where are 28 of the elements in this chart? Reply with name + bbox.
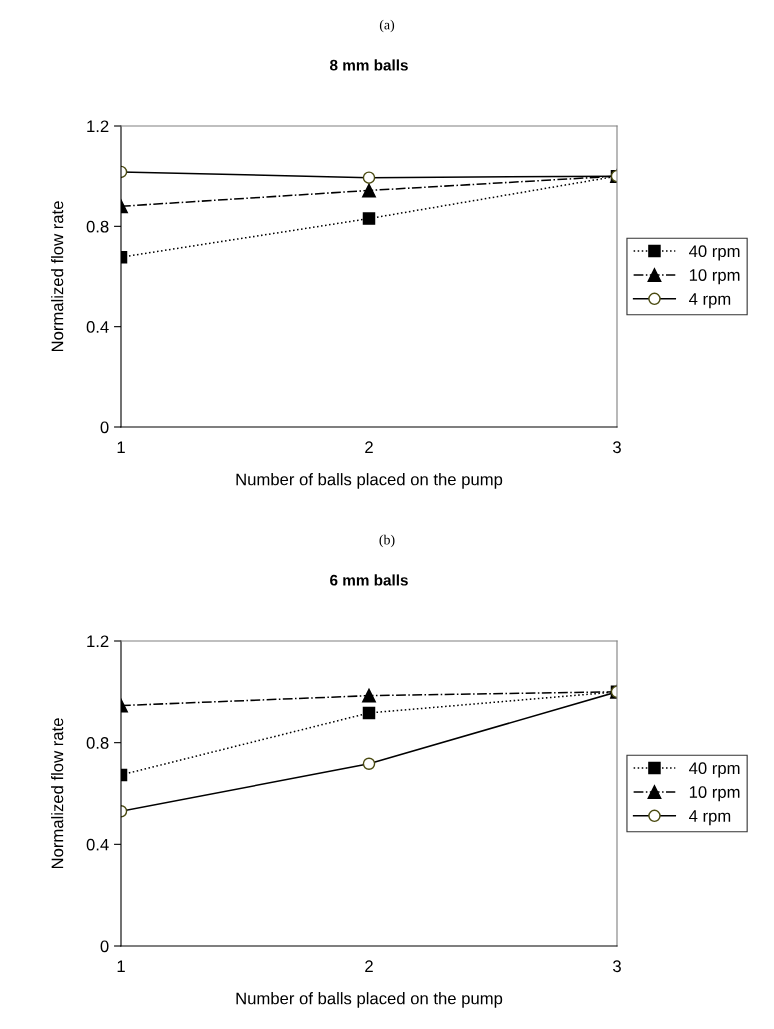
y-tick-label: 0.4: [86, 838, 109, 851]
y-tick-label: 0.4: [86, 321, 109, 333]
chart-title: 6 mm balls: [330, 574, 408, 586]
text: (b): [379, 534, 395, 548]
x-tick-label: 3: [613, 960, 621, 973]
legend-label: 4 rpm: [689, 293, 731, 309]
x-axis-title: Number of balls placed on the pump: [236, 473, 503, 489]
x-tick-label: 1: [117, 441, 125, 453]
x-tick-label: 2: [365, 441, 373, 453]
legend-label: 40 rpm: [689, 245, 740, 261]
legend-label: 10 rpm: [689, 269, 740, 285]
y-tick-label: 0.8: [86, 220, 109, 233]
y-axis-title: Normalized flow rate: [51, 718, 64, 869]
x-axis-title: Number of balls placed on the pump: [236, 992, 503, 1008]
legend-label: 40 rpm: [689, 762, 740, 778]
y-tick-label: 0: [100, 421, 109, 434]
x-tick-label: 3: [613, 441, 621, 454]
y-tick-label: 0: [100, 940, 109, 953]
y-tick-label: 1.2: [87, 120, 109, 133]
x-tick-label: 1: [117, 960, 125, 972]
legend-label: 10 rpm: [689, 786, 740, 802]
text: (a): [379, 19, 395, 33]
y-axis-title: Normalized flow rate: [51, 201, 64, 352]
y-tick-label: 0.8: [86, 737, 109, 749]
x-tick-label: 2: [365, 960, 373, 972]
legend-label: 4 rpm: [689, 810, 731, 826]
chart-title: 8 mm balls: [330, 59, 408, 71]
y-tick-label: 1.2: [87, 635, 109, 648]
